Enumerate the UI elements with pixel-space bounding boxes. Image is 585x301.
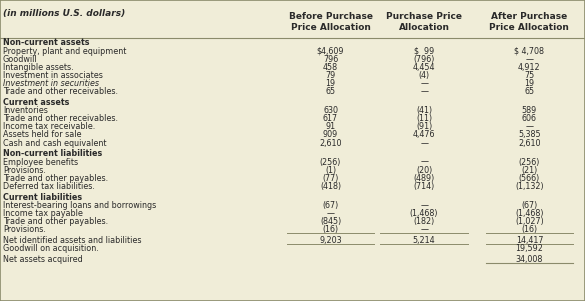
Text: —: — <box>420 201 428 210</box>
Text: (1,132): (1,132) <box>515 182 543 191</box>
Text: Income tax receivable.: Income tax receivable. <box>3 123 95 131</box>
Text: Non-current liabilities: Non-current liabilities <box>3 150 102 158</box>
Text: 65: 65 <box>524 87 535 96</box>
Text: 65: 65 <box>325 87 336 96</box>
Text: (1,468): (1,468) <box>515 209 543 218</box>
Text: (41): (41) <box>416 106 432 115</box>
Text: Net assets acquired: Net assets acquired <box>3 255 82 264</box>
Text: 2,610: 2,610 <box>518 139 541 147</box>
Text: (91): (91) <box>416 123 432 131</box>
Text: Intangible assets.: Intangible assets. <box>3 63 74 72</box>
Text: Income tax payable: Income tax payable <box>3 209 83 218</box>
Text: Goodwill: Goodwill <box>3 55 37 64</box>
Text: 79: 79 <box>325 71 336 80</box>
Text: (1,468): (1,468) <box>410 209 438 218</box>
Text: (845): (845) <box>320 217 341 226</box>
Text: —: — <box>420 79 428 88</box>
Text: (16): (16) <box>322 225 339 234</box>
Text: (489): (489) <box>414 174 435 183</box>
Text: (418): (418) <box>320 182 341 191</box>
Text: (566): (566) <box>519 174 540 183</box>
Text: (16): (16) <box>521 225 538 234</box>
Text: (4): (4) <box>418 71 430 80</box>
Text: (1,027): (1,027) <box>515 217 544 226</box>
Text: (11): (11) <box>416 114 432 123</box>
Text: 75: 75 <box>524 71 535 80</box>
Text: Goodwill on acquisition.: Goodwill on acquisition. <box>3 244 99 253</box>
Text: Assets held for sale: Assets held for sale <box>3 131 81 139</box>
Text: After Purchase
Price Allocation: After Purchase Price Allocation <box>490 12 569 32</box>
Text: 630: 630 <box>323 106 338 115</box>
Text: —: — <box>326 209 335 218</box>
Text: 5,214: 5,214 <box>413 236 435 245</box>
Text: Trade and other receivables.: Trade and other receivables. <box>3 87 118 96</box>
Text: Current liabilities: Current liabilities <box>3 193 82 202</box>
Text: Trade and other payables.: Trade and other payables. <box>3 174 108 183</box>
Text: (1): (1) <box>325 166 336 175</box>
Text: (796): (796) <box>414 55 435 64</box>
Text: Non-current assets: Non-current assets <box>3 39 90 47</box>
Text: $ 4,708: $ 4,708 <box>514 47 545 55</box>
Text: (256): (256) <box>519 158 540 166</box>
Text: Net identified assets and liabilities: Net identified assets and liabilities <box>3 236 142 245</box>
Text: 5,385: 5,385 <box>518 131 541 139</box>
Text: —: — <box>420 225 428 234</box>
Text: —: — <box>420 139 428 147</box>
Text: $  99: $ 99 <box>414 47 434 55</box>
Text: Inventories: Inventories <box>3 106 48 115</box>
Text: (714): (714) <box>414 182 435 191</box>
Text: Interest-bearing loans and borrowings: Interest-bearing loans and borrowings <box>3 201 156 210</box>
Text: 19: 19 <box>325 79 336 88</box>
Text: 4,912: 4,912 <box>518 63 541 72</box>
Text: 34,008: 34,008 <box>516 255 543 264</box>
Text: Cash and cash equivalent: Cash and cash equivalent <box>3 139 106 147</box>
Text: 4,476: 4,476 <box>413 131 435 139</box>
Text: 19: 19 <box>524 79 535 88</box>
Text: Before Purchase
Price Allocation: Before Purchase Price Allocation <box>288 12 373 32</box>
Text: —: — <box>525 123 534 131</box>
Text: (77): (77) <box>322 174 339 183</box>
Text: (67): (67) <box>322 201 339 210</box>
Text: 909: 909 <box>323 131 338 139</box>
Text: 19,592: 19,592 <box>515 244 543 253</box>
Text: $4,609: $4,609 <box>316 47 345 55</box>
Text: —: — <box>420 87 428 96</box>
Text: Employee benefits: Employee benefits <box>3 158 78 166</box>
Text: (21): (21) <box>521 166 538 175</box>
Text: Current assets: Current assets <box>3 98 69 107</box>
Text: —: — <box>525 55 534 64</box>
Text: (20): (20) <box>416 166 432 175</box>
Text: Property, plant and equipment: Property, plant and equipment <box>3 47 126 55</box>
Text: 606: 606 <box>522 114 537 123</box>
Text: 91: 91 <box>325 123 336 131</box>
Text: 458: 458 <box>323 63 338 72</box>
Text: 2,610: 2,610 <box>319 139 342 147</box>
Text: (256): (256) <box>320 158 341 166</box>
Text: 4,454: 4,454 <box>413 63 435 72</box>
Text: Investment in associates: Investment in associates <box>3 71 103 80</box>
Text: (182): (182) <box>414 217 435 226</box>
Text: —: — <box>420 158 428 166</box>
Text: Trade and other receivables.: Trade and other receivables. <box>3 114 118 123</box>
Text: 796: 796 <box>323 55 338 64</box>
Text: (67): (67) <box>521 201 538 210</box>
Text: 14,417: 14,417 <box>515 236 543 245</box>
Text: Provisions.: Provisions. <box>3 225 46 234</box>
Text: Deferred tax liabilities.: Deferred tax liabilities. <box>3 182 95 191</box>
Text: 9,203: 9,203 <box>319 236 342 245</box>
Text: Trade and other payables.: Trade and other payables. <box>3 217 108 226</box>
Text: Purchase Price
Allocation: Purchase Price Allocation <box>386 12 462 32</box>
Text: 589: 589 <box>522 106 537 115</box>
Text: 617: 617 <box>323 114 338 123</box>
Text: (in millions U.S. dollars): (in millions U.S. dollars) <box>3 9 125 18</box>
Text: Provisions.: Provisions. <box>3 166 46 175</box>
Text: Investment in securities: Investment in securities <box>3 79 99 88</box>
